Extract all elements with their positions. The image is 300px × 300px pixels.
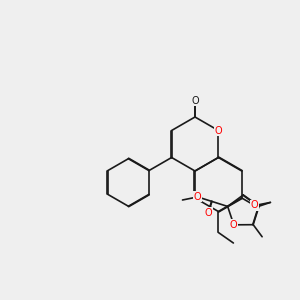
Text: O: O <box>194 192 201 202</box>
Text: O: O <box>251 200 259 211</box>
Text: O: O <box>230 220 238 230</box>
Text: O: O <box>191 95 199 106</box>
Text: O: O <box>205 208 212 218</box>
Text: O: O <box>214 125 222 136</box>
